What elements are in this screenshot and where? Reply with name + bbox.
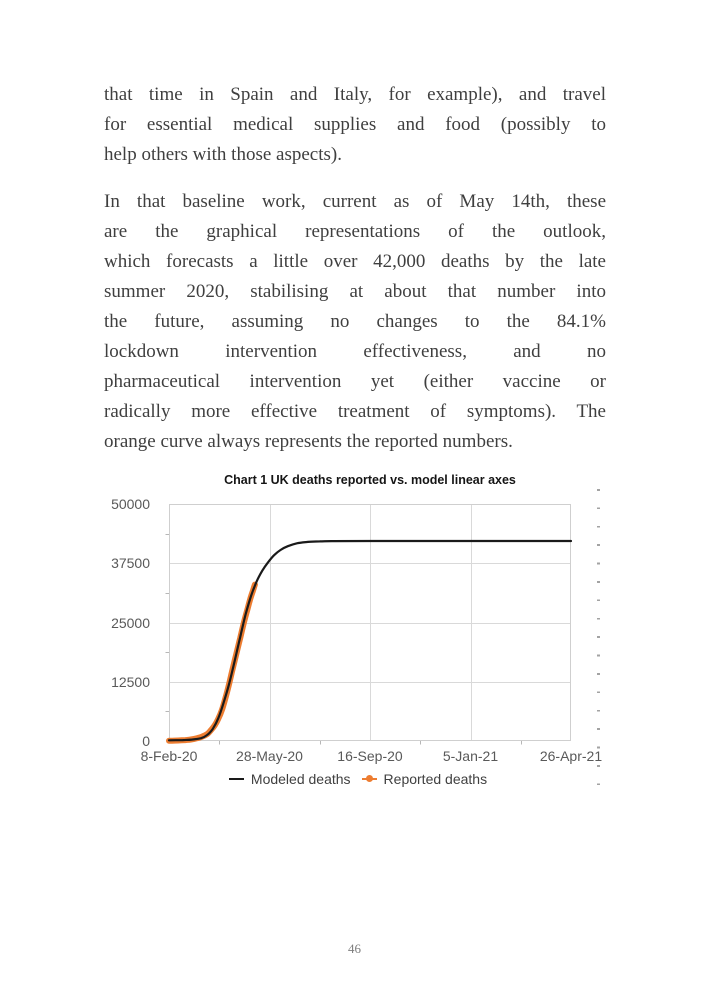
x-tick-label: 16-Sep-20 — [337, 748, 403, 764]
chart-legend: Modeled deaths Reported deaths — [110, 771, 606, 787]
x-tick-label: 5-Jan-21 — [442, 748, 499, 764]
paragraph-1: that time in Spain and Italy, for exampl… — [104, 80, 606, 170]
y-tick-label: 37500 — [111, 555, 150, 572]
text-line: lockdown intervention effectiveness, and… — [104, 341, 606, 362]
y-axis-labels: 0 12500 25000 37500 50000 — [110, 496, 150, 749]
chart-plot-svg — [165, 504, 573, 745]
legend-item: Reported deaths — [361, 771, 488, 787]
chart: Chart 1 UK deaths reported vs. model lin… — [110, 468, 606, 794]
text-line: help others with those aspects). — [104, 144, 342, 165]
chart-plot-area — [165, 504, 573, 745]
page-number: 46 — [348, 941, 361, 956]
chart-title: Chart 1 UK deaths reported vs. model lin… — [224, 473, 516, 487]
text-line: summer 2020, stabilising at about that n… — [104, 281, 606, 302]
text-line: the future, assuming no changes to the 8… — [104, 311, 606, 332]
legend-line-icon — [228, 777, 244, 781]
text-line: pharmaceutical intervention yet (either … — [104, 371, 606, 392]
legend-label: Modeled deaths — [250, 771, 351, 787]
legend-marker-dot-icon — [365, 775, 373, 783]
paragraph-2: In that baseline work, current as of May… — [104, 187, 606, 457]
plot-border — [169, 504, 571, 741]
text-line: orange curve always represents the repor… — [104, 431, 513, 452]
legend-line-dot-icon — [361, 775, 377, 783]
legend-label: Reported deaths — [383, 771, 488, 787]
series-reported-deaths — [166, 581, 258, 744]
text-line: which forecasts a little over 42,000 dea… — [104, 251, 606, 272]
text-line: radically more effective treatment of sy… — [104, 401, 606, 422]
text-line: are the graphical representations of the… — [104, 221, 606, 242]
x-axis-labels: 8-Feb-20 28-May-20 16-Sep-20 5-Jan-21 26-Apr… — [141, 748, 603, 764]
y-tick-label: 12500 — [111, 673, 150, 690]
dotted-margin-line — [597, 489, 600, 791]
x-tick-label: 28-May-20 — [236, 748, 303, 764]
y-tick-label: 50000 — [111, 496, 150, 512]
legend-item: Modeled deaths — [228, 771, 351, 787]
text-line: In that baseline work, current as of May… — [104, 191, 606, 212]
x-tick-label: 26-Apr-21 — [539, 748, 603, 764]
text-line: that time in Spain and Italy, for exampl… — [104, 84, 606, 105]
y-tick-label: 25000 — [111, 614, 150, 631]
x-tick-label: 8-Feb-20 — [140, 748, 198, 764]
y-tick-label: 0 — [142, 733, 150, 749]
text-line: for essential medical supplies and food … — [104, 114, 606, 135]
series-modeled-deaths — [167, 539, 573, 742]
